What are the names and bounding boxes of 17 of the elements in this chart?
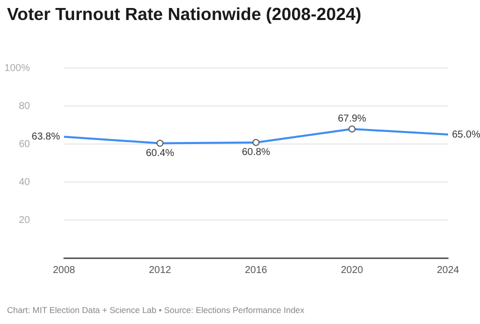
x-tick-label: 2020 bbox=[340, 264, 364, 276]
y-tick-label: 100% bbox=[4, 62, 30, 74]
data-label: 60.4% bbox=[146, 148, 174, 159]
chart-title: Voter Turnout Rate Nationwide (2008-2024) bbox=[7, 4, 362, 25]
y-tick-label: 60 bbox=[18, 138, 30, 150]
data-label: 67.9% bbox=[338, 114, 366, 125]
x-tick-label: 2012 bbox=[148, 264, 172, 276]
data-label: 63.8% bbox=[32, 132, 60, 143]
x-tick-label: 2024 bbox=[436, 264, 460, 276]
data-label: 60.8% bbox=[242, 147, 270, 158]
x-tick-label: 2016 bbox=[244, 264, 268, 276]
y-tick-label: 80 bbox=[18, 100, 30, 112]
y-tick-label: 20 bbox=[18, 214, 30, 226]
text: Chart: MIT Election Data + Science Lab • Source: Elections Performance Index bbox=[7, 305, 304, 315]
y-tick-label: 40 bbox=[18, 176, 30, 188]
data-label: 65.0% bbox=[452, 129, 480, 140]
x-tick-label: 2008 bbox=[52, 264, 76, 276]
